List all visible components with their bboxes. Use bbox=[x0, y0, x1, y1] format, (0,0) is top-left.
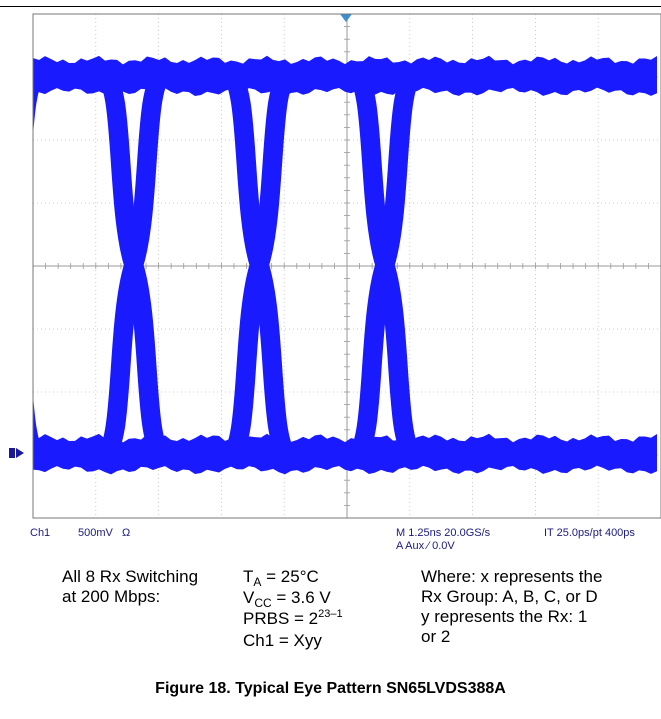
figure-caption: Figure 18. Typical Eye Pattern SN65LVDS3… bbox=[155, 680, 506, 697]
falling-edge bbox=[33, 443, 42, 458]
trigger-marker-icon bbox=[340, 14, 352, 22]
where-line-1: Where: x represents the bbox=[421, 567, 603, 586]
where-line-2: Rx Group: A, B, C, or D bbox=[421, 587, 598, 606]
vcc-line: VCC = 3.6 V bbox=[243, 588, 331, 610]
prbs-line: PRBS = 223–1 bbox=[243, 608, 343, 628]
falling-edge bbox=[230, 72, 301, 458]
falling-edge bbox=[33, 448, 40, 458]
timebase-readout: M 1.25ns 20.0GS/s bbox=[396, 527, 491, 539]
ta-line: TA = 25°C bbox=[243, 567, 319, 589]
crossing-4 bbox=[344, 72, 426, 458]
conditions-col2: TA = 25°C VCC = 3.6 V PRBS = 223–1 Ch1 =… bbox=[243, 567, 343, 651]
crossing-3 bbox=[218, 72, 301, 458]
crossing-2 bbox=[92, 72, 175, 458]
rising-edge bbox=[33, 72, 42, 87]
ch1-scale: 500mV bbox=[78, 527, 113, 539]
falling-edge bbox=[356, 72, 426, 458]
conditions-col3: Where: x represents the Rx Group: A, B, … bbox=[421, 567, 602, 647]
eye-traces bbox=[33, 55, 657, 475]
ch1-line: Ch1 = Xyy bbox=[243, 631, 322, 650]
interp-readout: IT 25.0ps/pt 400ps bbox=[544, 527, 635, 539]
ch1-unit: Ω bbox=[122, 527, 131, 539]
ground-marker-icon bbox=[9, 448, 24, 458]
falling-edge bbox=[105, 72, 175, 458]
trigger-readout: A Aux ⁄ 0.0V bbox=[396, 540, 455, 552]
rising-edge bbox=[33, 72, 40, 82]
ch1-label: Ch1 bbox=[30, 527, 51, 539]
eye-pattern-chart bbox=[9, 13, 661, 519]
plot-frame-outline bbox=[32, 13, 661, 519]
rate-line: at 200 Mbps: bbox=[62, 587, 161, 606]
where-line-3: y represents the Rx: 1 bbox=[421, 607, 588, 626]
switching-line: All 8 Rx Switching bbox=[62, 567, 199, 586]
top-rule bbox=[0, 6, 661, 7]
where-line-4: or 2 bbox=[421, 627, 451, 646]
falling-edge bbox=[33, 450, 37, 458]
conditions-col1: All 8 Rx Switching at 200 Mbps: bbox=[62, 567, 198, 607]
rising-edge bbox=[33, 72, 37, 80]
